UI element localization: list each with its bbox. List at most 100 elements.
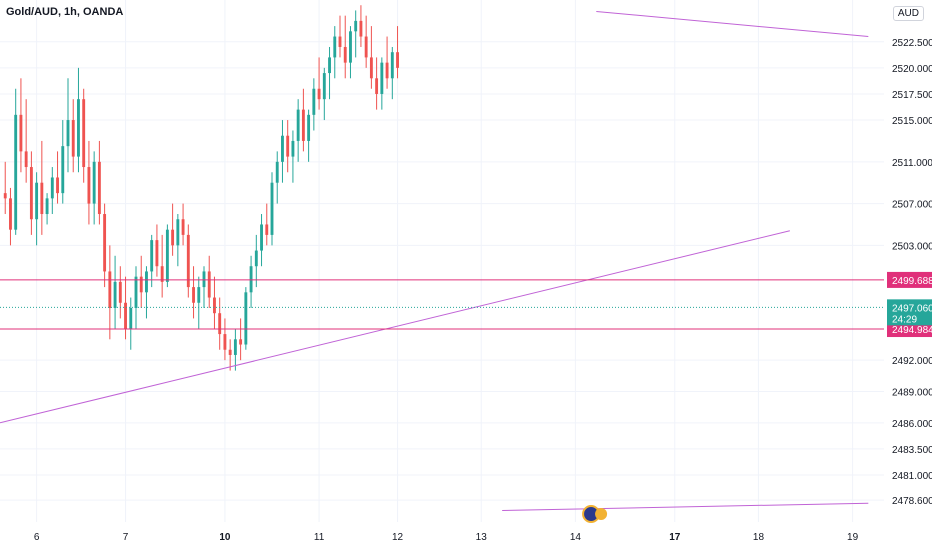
candle-body xyxy=(364,36,368,58)
candle-body xyxy=(239,339,243,345)
candle-body xyxy=(3,193,7,199)
candle-body xyxy=(301,109,305,141)
candle-body xyxy=(56,177,59,194)
candle-body xyxy=(118,281,122,303)
candle-body xyxy=(9,198,12,230)
last-price-badge xyxy=(887,299,932,326)
candle-body xyxy=(317,88,321,100)
candle-body xyxy=(29,167,33,220)
candle-body xyxy=(35,182,39,220)
candle-body xyxy=(150,240,154,272)
level-badge-label: 2499.688 xyxy=(892,276,932,287)
candle-body xyxy=(129,307,133,329)
candle-body xyxy=(281,135,284,162)
trendline xyxy=(502,502,869,512)
candle-body xyxy=(322,73,326,100)
candle-body xyxy=(92,161,96,204)
y-tick-label: 2520.000 xyxy=(892,64,932,75)
candle-body xyxy=(333,36,337,58)
candle-body xyxy=(171,229,175,246)
candle-body xyxy=(202,271,206,288)
candle-body xyxy=(87,167,91,204)
candle-body xyxy=(328,57,331,74)
candle-body xyxy=(124,302,127,329)
candle-body xyxy=(71,120,75,157)
candle-body xyxy=(45,198,49,215)
candle-body xyxy=(338,36,342,47)
candle-body xyxy=(275,161,279,183)
x-tick-label: 11 xyxy=(314,532,325,543)
candle-body xyxy=(50,177,54,199)
candle-body xyxy=(186,234,190,288)
x-tick-label: 6 xyxy=(34,532,40,543)
candle-body xyxy=(82,99,86,168)
candle-body xyxy=(349,31,352,63)
level-badge xyxy=(887,271,932,288)
candle-body xyxy=(19,114,23,152)
candle-body xyxy=(213,297,216,314)
candle-body xyxy=(354,20,358,32)
candle-body xyxy=(265,224,269,235)
candle-body xyxy=(160,266,164,282)
candle-body xyxy=(390,52,394,79)
candle-body xyxy=(233,339,237,355)
candle-body xyxy=(14,114,18,230)
candle-body xyxy=(286,135,290,157)
candle-body xyxy=(359,20,363,37)
candle-body xyxy=(77,99,80,157)
level-badge-label: 2494.984 xyxy=(892,325,932,336)
x-tick-label: 14 xyxy=(570,532,582,543)
candle-body xyxy=(249,266,253,293)
candle-body xyxy=(396,52,399,68)
candle-body xyxy=(24,151,28,168)
y-tick-label: 2481.000 xyxy=(892,471,932,482)
x-tick-label: 19 xyxy=(847,532,859,543)
candle-body xyxy=(145,271,148,293)
trendline xyxy=(0,230,790,424)
candle-body xyxy=(66,120,70,147)
trendline xyxy=(596,10,869,38)
candle-body xyxy=(260,224,263,251)
candle-body xyxy=(103,214,107,272)
candle-body xyxy=(181,219,185,235)
candle-body xyxy=(113,281,117,308)
candle-body xyxy=(197,287,201,303)
y-tick-label: 2492.000 xyxy=(892,356,932,367)
candle-body xyxy=(223,334,227,350)
y-tick-label: 2489.000 xyxy=(892,388,932,399)
candle-body xyxy=(192,287,195,303)
x-tick-label: 18 xyxy=(753,532,765,543)
y-tick-label: 2503.000 xyxy=(892,241,932,252)
y-tick-label: 2486.000 xyxy=(892,419,932,430)
candle-body xyxy=(155,240,159,267)
y-tick-label: 2511.000 xyxy=(892,158,932,169)
y-tick-label: 2522.500 xyxy=(892,38,932,49)
candle-body xyxy=(291,140,295,157)
candle-body xyxy=(270,182,274,235)
candle-body xyxy=(176,219,180,246)
candle-body xyxy=(139,276,143,293)
candle-body xyxy=(207,271,211,298)
candle-body xyxy=(165,229,169,282)
candle-body xyxy=(108,271,112,308)
candle-body xyxy=(375,78,379,94)
symbol-title: Gold/AUD, 1h, OANDA xyxy=(6,6,124,18)
x-tick-label: 7 xyxy=(123,532,129,543)
candle-body xyxy=(244,292,248,345)
candle-body xyxy=(40,182,44,215)
event-marker-icon xyxy=(595,508,608,520)
candle-body xyxy=(369,57,373,79)
candle-body xyxy=(296,109,300,141)
y-tick-label: 2483.500 xyxy=(892,445,932,456)
x-tick-label: 12 xyxy=(392,532,404,543)
y-tick-label: 2478.600 xyxy=(892,496,932,507)
x-tick-label: 13 xyxy=(476,532,488,543)
currency-badge[interactable]: AUD xyxy=(892,6,924,21)
candle-body xyxy=(134,276,138,308)
x-tick-label: 10 xyxy=(219,532,231,543)
candle-body xyxy=(61,146,65,194)
y-tick-label: 2507.000 xyxy=(892,200,932,211)
y-tick-label: 2517.500 xyxy=(892,90,932,101)
